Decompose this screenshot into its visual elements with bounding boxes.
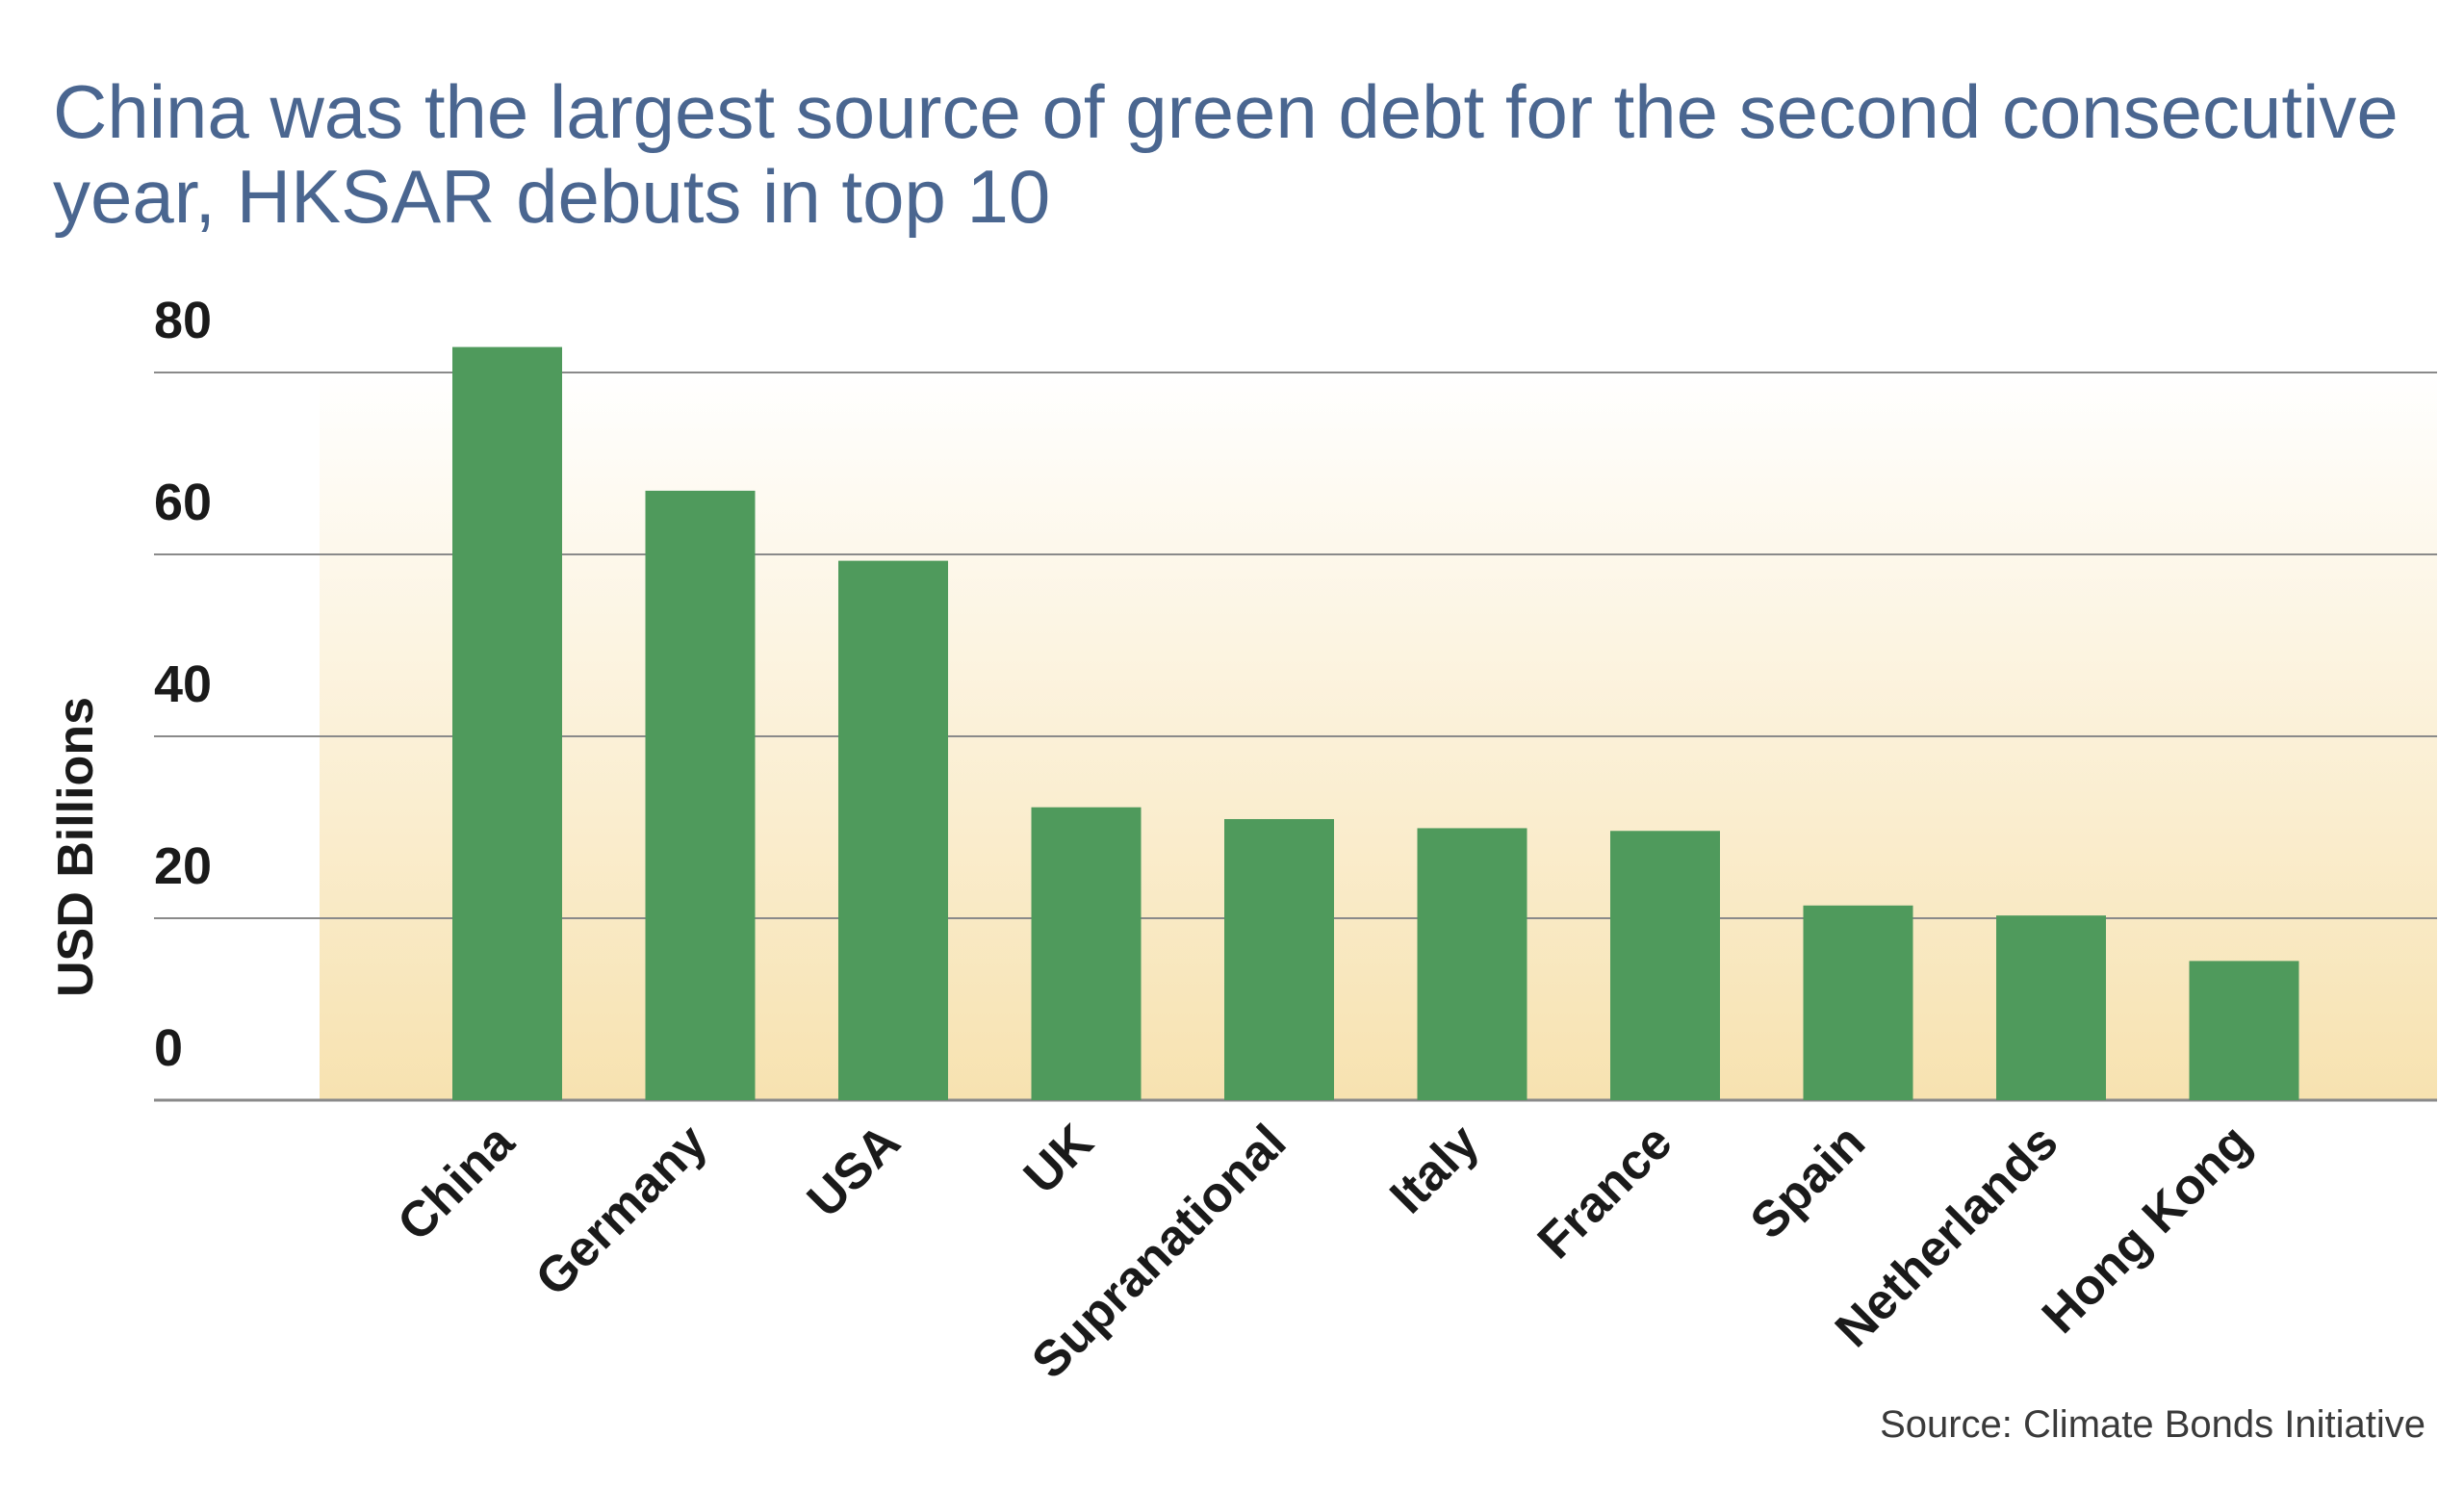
y-tick-label: 60 [154,474,212,531]
x-tick-label: USA [797,1114,911,1228]
bar-uk [1031,807,1142,1100]
x-tick-label: China [387,1114,526,1252]
y-axis-label: USD Billions [48,697,104,997]
bar-supranational [1224,818,1334,1100]
bar-netherlands [1996,915,2106,1100]
bar-china [452,347,562,1100]
x-tick-label: UK [1014,1114,1104,1204]
x-tick-label: Spain [1740,1114,1876,1249]
y-tick-label: 0 [154,1019,183,1077]
bar-hong-kong [2189,961,2299,1100]
bar-spain [1803,905,1913,1100]
x-tick-label: Italy [1379,1114,1490,1224]
x-tick-label: France [1527,1114,1683,1270]
chart-title: China was the largest source of green de… [53,69,2399,239]
y-tick-label: 40 [154,655,212,713]
y-tick-label: 80 [154,292,212,349]
x-tick-label: Hong Kong [2032,1114,2262,1344]
bar-italy [1417,828,1527,1100]
bar-germany [645,490,756,1101]
x-tick-label: Germany [526,1114,718,1306]
bars [452,347,2299,1101]
y-axis-ticks: 0 20 40 60 80 [154,292,212,1077]
bar-france [1610,831,1720,1100]
source-note: Source: Climate Bonds Initiative [1880,1403,2426,1446]
bar-usa [838,560,948,1100]
y-tick-label: 20 [154,837,212,895]
